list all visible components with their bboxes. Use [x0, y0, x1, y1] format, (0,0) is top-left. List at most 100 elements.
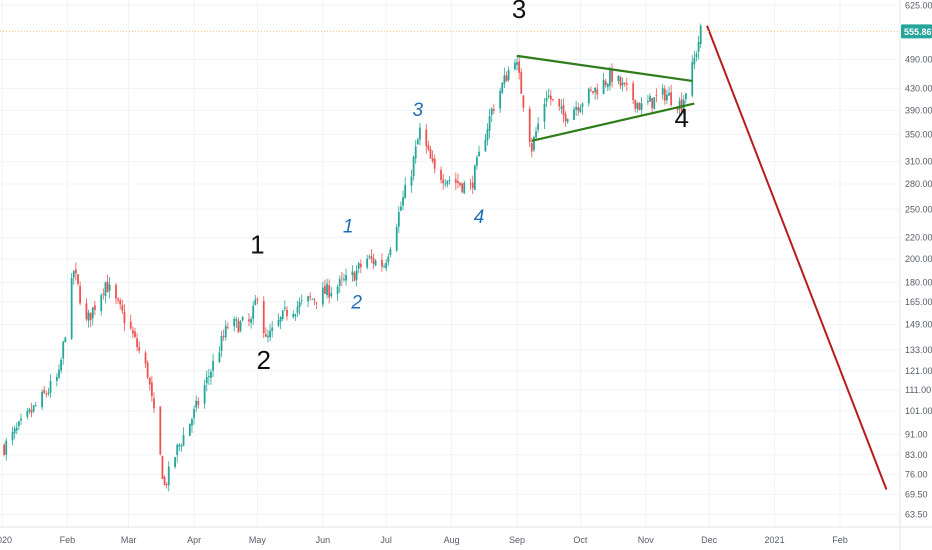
y-tick-label: 69.50: [905, 489, 928, 499]
candle-body: [566, 118, 569, 122]
candle-body: [575, 106, 578, 110]
x-tick-label: Feb: [60, 535, 76, 545]
candle-body: [167, 466, 170, 486]
candle-body: [121, 305, 124, 311]
candle-body: [271, 327, 274, 332]
candle-body: [340, 277, 343, 279]
price-badge-box: [901, 24, 932, 39]
candle-body: [74, 269, 77, 274]
last-price-badge: 555.86: [901, 24, 932, 39]
candle-body: [516, 62, 518, 65]
candle-body: [484, 139, 487, 152]
candle-body: [433, 159, 436, 169]
wave-labels: 123451234: [250, 0, 689, 375]
candle-body: [440, 169, 442, 180]
candle-body: [26, 410, 29, 417]
candle-body: [395, 226, 398, 251]
candle-body: [473, 165, 476, 190]
y-tick-label: 165.00: [905, 297, 932, 307]
candle-body: [210, 371, 212, 378]
candle-body: [20, 418, 22, 421]
candle-body: [146, 362, 149, 378]
candle-body: [28, 409, 31, 412]
x-tick-label: Dec: [701, 535, 718, 545]
candle-body: [389, 249, 392, 256]
x-tick-label: Sep: [509, 535, 525, 545]
candle-body: [619, 76, 622, 86]
candle-body: [446, 180, 449, 185]
x-tick-label: 2021: [765, 535, 785, 545]
y-tick-label: 63.50: [905, 509, 928, 519]
candle-body: [640, 103, 643, 110]
candle-body: [64, 337, 67, 342]
candle-body: [558, 98, 561, 107]
candle-body: [545, 97, 548, 102]
candle-body: [463, 182, 466, 194]
candle-body: [355, 270, 358, 280]
candle-body: [292, 313, 295, 317]
time-axis[interactable]: 2020 Feb Mar Apr May Jun Jul Aug Sep Oct Nov Dec 202…: [0, 535, 848, 545]
candle-body: [279, 317, 282, 322]
candle-body: [267, 335, 269, 338]
price-badge-label: 555.86: [904, 27, 932, 37]
candle-body: [647, 101, 649, 103]
candle-body: [499, 91, 502, 109]
candle-body: [590, 89, 592, 91]
candle-body: [412, 156, 415, 177]
candle-body: [205, 377, 208, 384]
candle-body: [182, 435, 185, 446]
candle-body: [478, 151, 480, 157]
candle-body: [560, 106, 563, 109]
candle-body: [638, 102, 641, 111]
x-tick-label: Mar: [121, 535, 137, 545]
candle-body: [448, 179, 451, 181]
price-axis[interactable]: 625.00 490.00 430.00 390.00 350.00 310.00 280.…: [905, 0, 932, 519]
candle-body: [461, 183, 464, 192]
candle-body: [62, 341, 65, 359]
candle-body: [609, 70, 611, 86]
candle-body: [176, 444, 179, 456]
wave-label-minor: 2: [350, 293, 362, 314]
candle-body: [296, 306, 299, 313]
candle-body: [471, 182, 474, 188]
candle-body: [138, 347, 141, 351]
candle-body: [454, 179, 457, 183]
candle-body: [224, 325, 227, 338]
candle-body: [670, 92, 673, 106]
candle-body: [311, 298, 314, 300]
candle-body: [248, 319, 250, 322]
y-tick-label: 200.00: [905, 254, 932, 264]
candle-body: [632, 83, 635, 100]
candle-body: [457, 181, 459, 184]
y-tick-label: 91.00: [905, 429, 928, 439]
candle-body: [351, 271, 354, 276]
candle-body: [254, 299, 257, 305]
x-tick-label: Apr: [187, 535, 201, 545]
candle-body: [353, 272, 356, 282]
candle-body: [604, 81, 607, 86]
candle-body: [577, 107, 580, 111]
candle-body: [77, 274, 79, 284]
candle-body: [115, 284, 117, 299]
candle-body: [562, 105, 565, 116]
candle-body: [693, 57, 696, 65]
candle-body: [30, 410, 33, 413]
candle-body: [148, 377, 151, 385]
candle-body: [309, 296, 312, 298]
candle-body: [537, 123, 540, 130]
y-tick-label: 76.00: [905, 469, 928, 479]
candle-body: [117, 298, 119, 301]
x-tick-label: Jul: [380, 535, 392, 545]
candle-body: [226, 327, 229, 328]
triangle-trendline: [516, 54, 693, 82]
candle-body: [366, 258, 369, 268]
candle-body: [400, 206, 402, 211]
candle-body: [533, 136, 535, 150]
y-tick-label: 430.00: [905, 84, 932, 94]
candle-body: [321, 287, 324, 305]
y-tick-label: 280.00: [905, 179, 932, 189]
candle-body: [547, 95, 550, 98]
candle-body: [91, 307, 94, 319]
